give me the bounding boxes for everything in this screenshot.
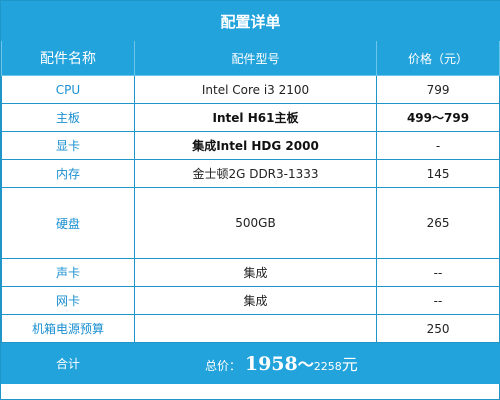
part-model: Intel H61主板 [134, 103, 377, 132]
table-row: 硬盘 500GB 265 [1, 187, 500, 259]
header-part-model: 配件型号 [134, 40, 377, 76]
total-prefix: 总价： [205, 359, 242, 373]
table-row: 机箱电源预算 250 [1, 314, 500, 343]
total-row: 合计 总价： 1958～2258元 [1, 342, 500, 384]
part-name: 内存 [1, 159, 135, 188]
part-name: 声卡 [1, 258, 135, 287]
header-row: 配件名称 配件型号 价格（元） [1, 40, 500, 76]
total-unit: 元 [341, 355, 358, 374]
header-part-name: 配件名称 [1, 40, 135, 76]
part-model: 集成Intel HDG 2000 [134, 131, 377, 160]
part-price: - [375, 131, 500, 160]
part-name: 网卡 [1, 286, 135, 315]
part-name: 硬盘 [1, 187, 135, 259]
table-row: 内存 金士顿2G DDR3-1333 145 [1, 159, 500, 188]
part-model: 金士顿2G DDR3-1333 [134, 159, 377, 188]
table-row: CPU Intel Core i3 2100 799 [1, 75, 500, 104]
config-table: 配置详单 配件名称 配件型号 价格（元） CPU Intel Core i3 2… [0, 1, 500, 384]
part-name: 显卡 [1, 131, 135, 160]
total-low: 1958 [244, 353, 298, 375]
part-name: 机箱电源预算 [1, 314, 135, 343]
part-price: 799 [375, 75, 500, 104]
part-model: 集成 [134, 286, 377, 315]
part-name: CPU [1, 75, 135, 104]
table-row: 主板 Intel H61主板 499～799 [1, 103, 500, 132]
part-price: 265 [375, 187, 500, 259]
part-price: 250 [375, 314, 500, 343]
part-price: 499～799 [375, 103, 500, 132]
table-row: 网卡 集成 -- [1, 286, 500, 315]
part-name: 主板 [1, 103, 135, 132]
total-tilde: ～ [297, 355, 314, 374]
table-title: 配置详单 [0, 1, 500, 41]
total-label: 合计 [1, 342, 135, 384]
title-row: 配置详单 [0, 1, 500, 41]
total-high: 2258 [313, 360, 342, 373]
part-price: -- [375, 258, 500, 287]
total-price: 总价： 1958～2258元 [205, 351, 358, 375]
part-model: Intel Core i3 2100 [134, 75, 377, 104]
part-model [134, 314, 377, 343]
header-price: 价格（元） [375, 40, 500, 76]
part-model: 500GB [134, 187, 377, 259]
table-row: 声卡 集成 -- [1, 258, 500, 287]
part-price: -- [375, 286, 500, 315]
total-value: 总价： 1958～2258元 [133, 342, 500, 384]
part-model: 集成 [134, 258, 377, 287]
part-price: 145 [375, 159, 500, 188]
table-row: 显卡 集成Intel HDG 2000 - [1, 131, 500, 160]
